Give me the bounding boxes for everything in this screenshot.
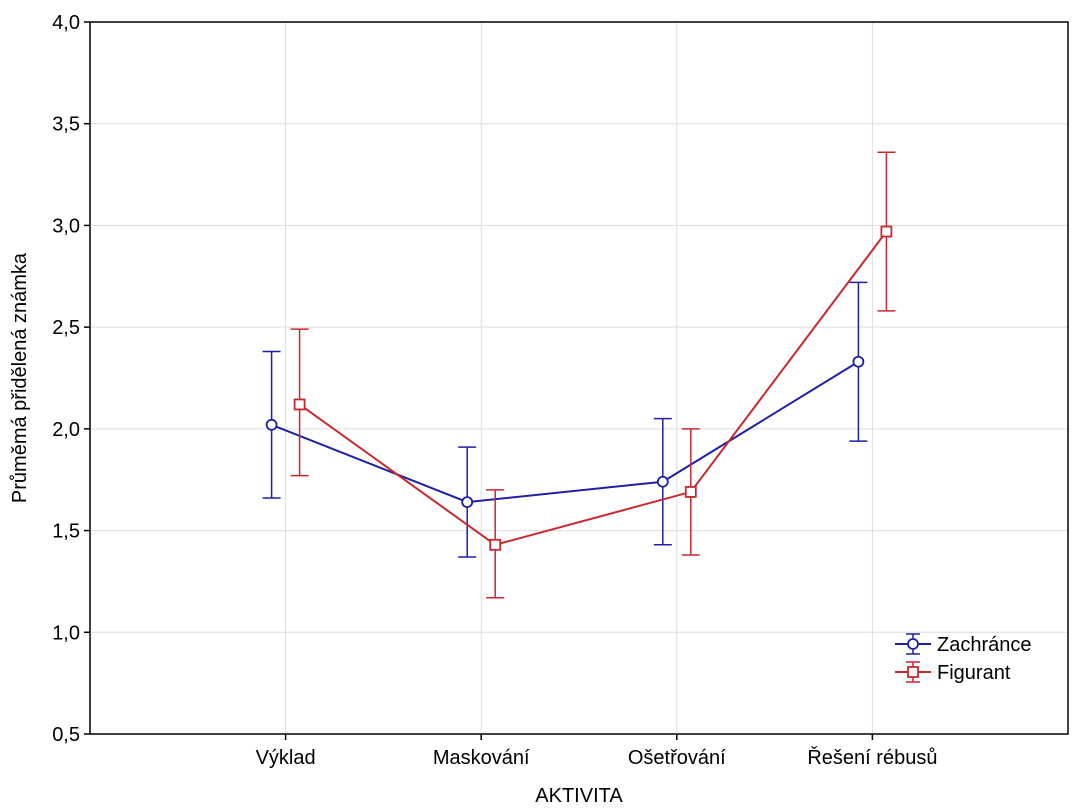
y-tick-label: 2,5 [52,317,80,339]
x-tick-label: Ošetřování [628,747,726,769]
legend-marker [907,666,919,678]
y-tick-label: 1,0 [52,622,80,644]
data-point [461,496,474,508]
x-tick-label: Řešení rébusů [807,746,937,769]
y-tick-label: 3,0 [52,215,80,237]
series-line [271,360,859,504]
y-axis-title: Průměmá přidělená známka [9,252,31,503]
data-point [489,538,502,551]
series-line [299,230,888,546]
series-zachránce [262,281,868,558]
y-tick-label: 1,5 [52,521,80,543]
x-axis: Výklad Maskování Ošetřování Řešení rébusů [256,734,937,769]
data-point [852,355,865,368]
y-tick-label: 0,5 [52,724,80,746]
x-axis-title: AKTIVITA [535,785,623,807]
series-layer [262,151,896,599]
series-figurant [290,151,896,599]
legend-label: Zachránce [937,634,1032,656]
legend-item-zachránce: Zachránce [895,633,1032,656]
legend: Zachránce Figurant [895,633,1032,684]
y-tick-label: 4,0 [52,12,80,34]
legend-item-figurant: Figurant [895,661,1011,684]
data-point [293,398,306,411]
legend-label: Figurant [937,662,1011,684]
data-point [265,418,278,431]
x-tick-label: Maskování [433,747,530,769]
x-tick-label: Výklad [256,747,316,769]
grid [90,22,1068,734]
data-point [656,475,669,488]
data-point [880,225,893,238]
y-tick-label: 2,0 [52,419,80,441]
y-tick-label: 3,5 [52,114,80,136]
plot-frame [89,21,1069,735]
data-point [684,486,697,498]
legend-marker [907,638,919,650]
y-axis: 0,5 1,0 1,5 2,0 2,5 3,0 3,5 4,0 [52,12,90,746]
